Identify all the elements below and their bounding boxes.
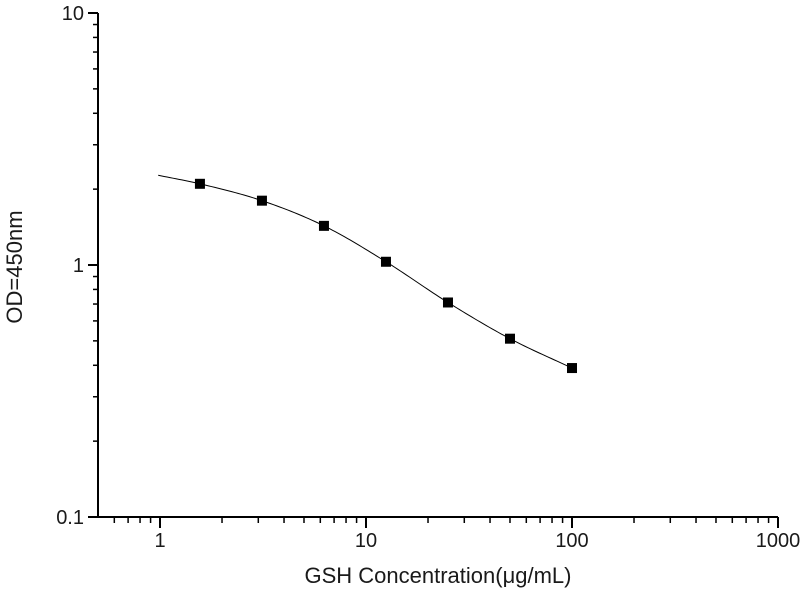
x-tick-label: 1 [154, 530, 165, 552]
data-point-marker [380, 256, 391, 267]
data-point-marker [442, 297, 453, 308]
x-tick-label: 10 [355, 530, 377, 552]
y-tick-label: 10 [62, 3, 84, 25]
y-tick-label: 0.1 [56, 507, 84, 529]
data-point-marker [567, 363, 578, 374]
fit-curve [158, 174, 573, 369]
axes-frame [97, 13, 778, 518]
data-point-marker [318, 220, 329, 231]
y-tick-label: 1 [73, 255, 84, 277]
data-point-marker [256, 195, 267, 206]
x-tick-label: 1000 [756, 530, 800, 552]
x-axis-title: GSH Concentration(μg/mL) [304, 563, 572, 588]
data-point-marker [504, 333, 515, 344]
data-point-marker [194, 178, 205, 189]
y-axis-title: OD=450nm [2, 210, 27, 324]
x-tick-label: 100 [555, 530, 588, 552]
